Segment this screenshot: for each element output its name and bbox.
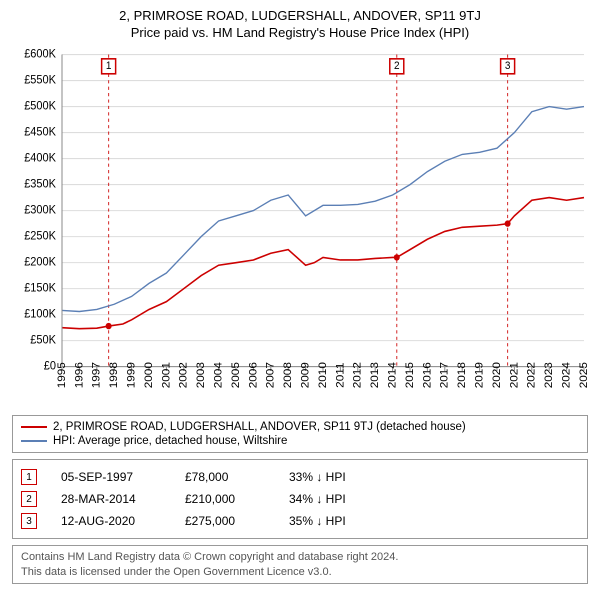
legend-swatch: [21, 440, 47, 442]
legend-label: HPI: Average price, detached house, Wilt…: [53, 435, 287, 447]
y-axis-tick-label: £450K: [24, 126, 56, 138]
x-axis-tick-label: 2018: [456, 362, 468, 388]
event-marker-box: 3: [21, 513, 37, 529]
event-row: 3 12-AUG-2020 £275,000 35% ↓ HPI: [21, 510, 579, 532]
x-axis-tick-label: 2022: [526, 362, 538, 388]
y-axis-tick-label: £200K: [24, 256, 56, 268]
event-price: £275,000: [185, 514, 265, 528]
event-price: £210,000: [185, 492, 265, 506]
x-axis-tick-label: 2001: [161, 362, 173, 388]
x-axis-tick-label: 1997: [91, 362, 103, 388]
event-row: 1 05-SEP-1997 £78,000 33% ↓ HPI: [21, 466, 579, 488]
legend-item: HPI: Average price, detached house, Wilt…: [21, 434, 579, 448]
x-axis-tick-label: 2013: [369, 362, 381, 388]
events-table: 1 05-SEP-1997 £78,000 33% ↓ HPI 2 28-MAR-2014…: [12, 459, 588, 539]
x-axis-tick-label: 2012: [352, 362, 364, 388]
footer-attribution: Contains HM Land Registry data © Crown c…: [12, 545, 588, 584]
x-axis-tick-label: 2010: [317, 362, 329, 388]
y-axis-tick-label: £500K: [24, 100, 56, 112]
event-hpi: 33% ↓ HPI: [289, 470, 579, 484]
y-axis-tick-label: £50K: [30, 334, 56, 346]
x-axis-tick-label: 2009: [300, 362, 312, 388]
x-axis-tick-label: 2011: [335, 363, 347, 388]
y-axis-tick-label: £600K: [24, 48, 56, 60]
chart-container: 2, PRIMROSE ROAD, LUDGERSHALL, ANDOVER, …: [0, 0, 600, 590]
x-axis-tick-label: 2025: [578, 362, 588, 388]
y-axis-tick-label: £0: [44, 360, 56, 372]
event-marker-box: 1: [21, 469, 37, 485]
chart-title-1: 2, PRIMROSE ROAD, LUDGERSHALL, ANDOVER, …: [12, 8, 588, 23]
x-axis-tick-label: 1996: [74, 362, 86, 388]
event-price: £78,000: [185, 470, 265, 484]
event-date: 28-MAR-2014: [61, 492, 161, 506]
legend-label: 2, PRIMROSE ROAD, LUDGERSHALL, ANDOVER, …: [53, 421, 466, 433]
x-axis-tick-label: 2021: [509, 362, 521, 388]
x-axis-tick-label: 2020: [491, 362, 503, 388]
x-axis-tick-label: 2014: [387, 362, 399, 388]
event-row: 2 28-MAR-2014 £210,000 34% ↓ HPI: [21, 488, 579, 510]
x-axis-tick-label: 1999: [126, 362, 138, 388]
x-axis-tick-label: 1995: [56, 362, 68, 388]
legend-box: 2, PRIMROSE ROAD, LUDGERSHALL, ANDOVER, …: [12, 415, 588, 453]
legend-swatch: [21, 426, 47, 428]
y-axis-tick-label: £550K: [24, 74, 56, 86]
x-axis-tick-label: 2019: [474, 362, 486, 388]
event-date: 05-SEP-1997: [61, 470, 161, 484]
x-axis-tick-label: 2008: [282, 362, 294, 388]
x-axis-tick-label: 2000: [143, 362, 155, 388]
x-axis-tick-label: 2017: [439, 362, 451, 388]
chart-title-2: Price paid vs. HM Land Registry's House …: [12, 25, 588, 40]
x-axis-tick-label: 2023: [543, 362, 555, 388]
event-marker-label: 3: [505, 61, 511, 72]
x-axis-tick-label: 2005: [230, 362, 242, 388]
x-axis-tick-label: 2007: [265, 362, 277, 388]
legend-item: 2, PRIMROSE ROAD, LUDGERSHALL, ANDOVER, …: [21, 420, 579, 434]
y-axis-tick-label: £400K: [24, 152, 56, 164]
event-hpi: 34% ↓ HPI: [289, 492, 579, 506]
x-axis-tick-label: 2004: [213, 362, 225, 388]
x-axis-tick-label: 2003: [195, 362, 207, 388]
event-marker-label: 1: [106, 61, 112, 72]
event-date: 12-AUG-2020: [61, 514, 161, 528]
y-axis-tick-label: £350K: [24, 178, 56, 190]
y-axis-tick-label: £100K: [24, 308, 56, 320]
x-axis-tick-label: 2006: [248, 362, 260, 388]
y-axis-tick-label: £150K: [24, 282, 56, 294]
chart-plot-area: £0 £50K £100K £150K £200K £250K £300K £350K £400…: [12, 46, 588, 409]
x-axis-tick-label: 2015: [404, 362, 416, 388]
x-axis-tick-label: 2002: [178, 362, 190, 388]
footer-line-2: This data is licensed under the Open Gov…: [21, 565, 579, 579]
x-axis-tick-label: 2016: [422, 362, 434, 388]
event-hpi: 35% ↓ HPI: [289, 514, 579, 528]
chart-svg: £0 £50K £100K £150K £200K £250K £300K £350K £400…: [12, 46, 588, 409]
event-marker-label: 2: [394, 61, 400, 72]
footer-line-1: Contains HM Land Registry data © Crown c…: [21, 550, 579, 564]
y-axis-tick-label: £300K: [24, 204, 56, 216]
y-axis-tick-label: £250K: [24, 230, 56, 242]
event-marker-box: 2: [21, 491, 37, 507]
x-axis-tick-label: 2024: [561, 362, 573, 388]
x-axis-tick-label: 1998: [108, 362, 120, 388]
